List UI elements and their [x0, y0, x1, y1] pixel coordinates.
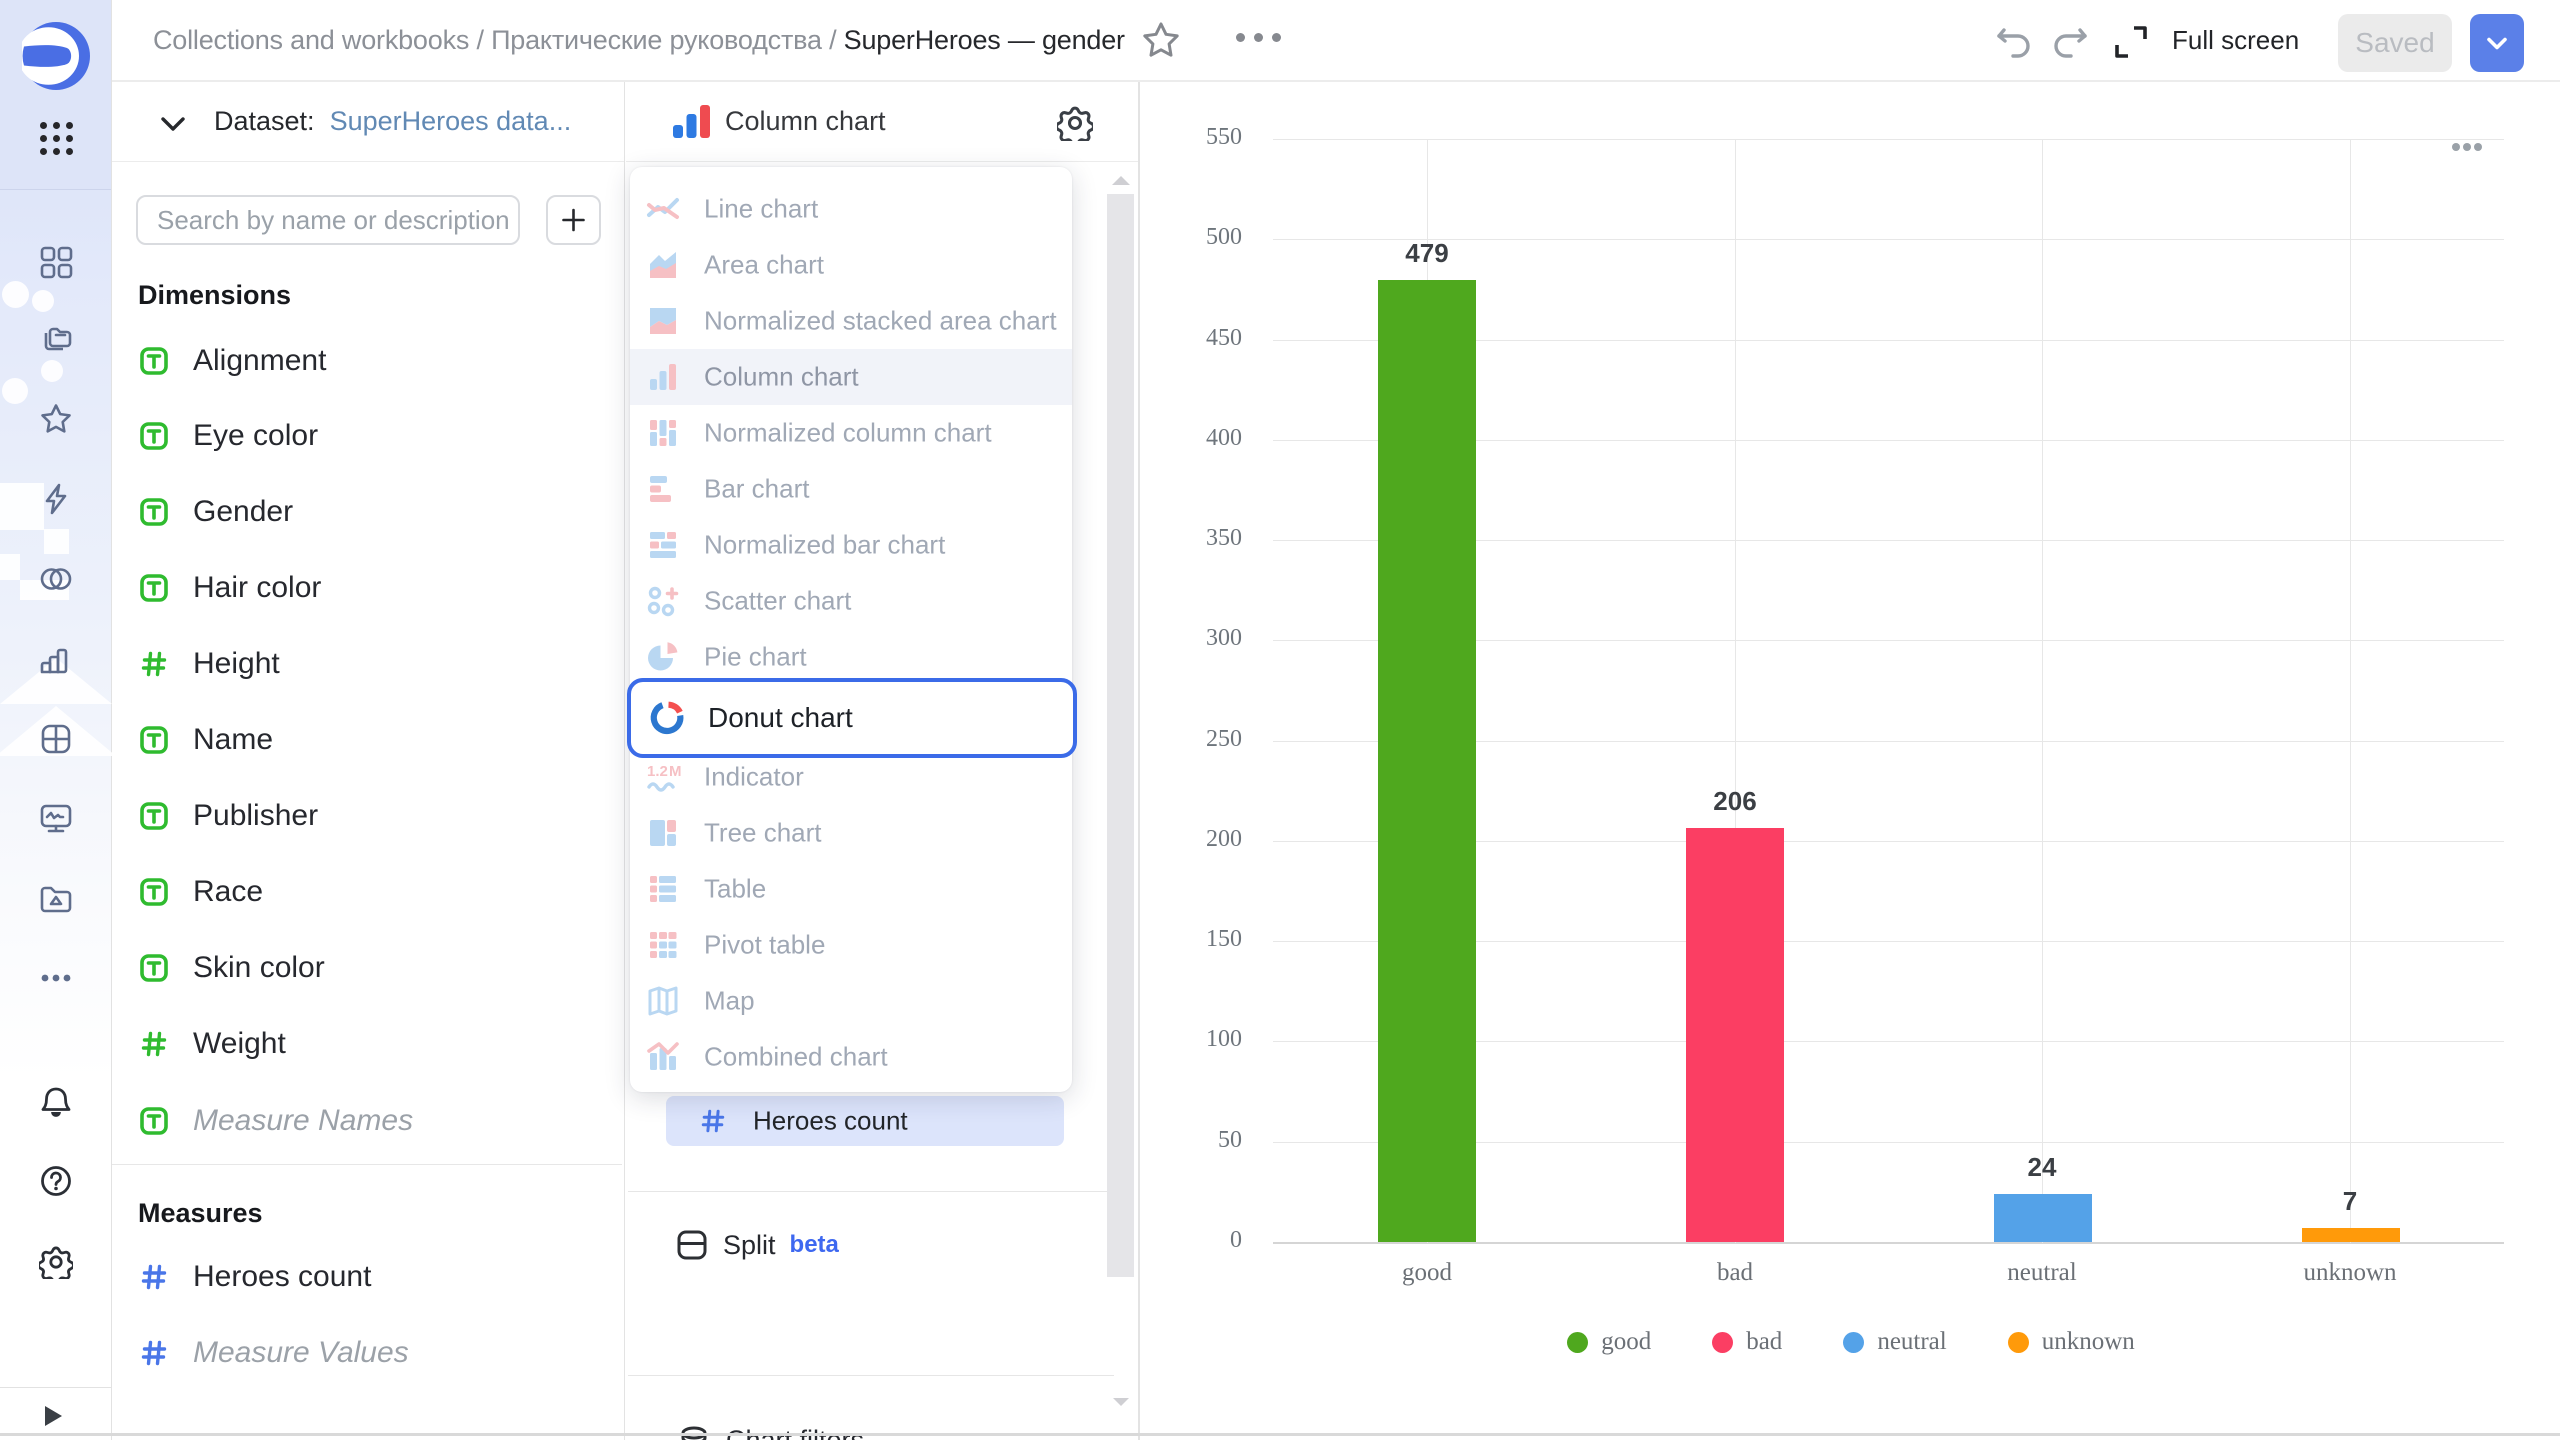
svg-text:1.2: 1.2	[647, 763, 668, 780]
svg-text:M: M	[669, 763, 681, 780]
